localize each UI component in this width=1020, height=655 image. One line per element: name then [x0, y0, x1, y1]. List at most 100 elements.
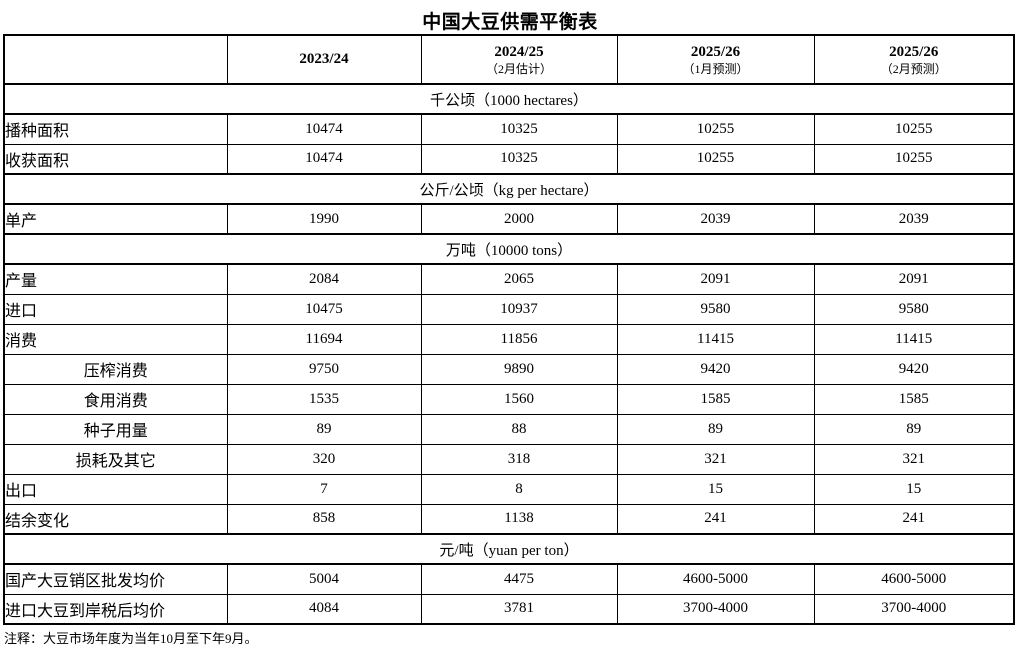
column-header: 2025/26 （1月预测）	[616, 34, 815, 85]
cell-value: 321	[813, 443, 1015, 475]
row-label: 损耗及其它	[3, 443, 228, 475]
table-row: 产量 2084 2065 2091 2091	[3, 263, 1015, 295]
row-label: 播种面积	[3, 113, 228, 145]
table-row: 种子用量 89 88 89 89	[3, 413, 1015, 445]
cell-value: 10474	[226, 113, 422, 145]
column-subtitle: （2月估计）	[485, 61, 552, 76]
row-label: 种子用量	[3, 413, 228, 445]
cell-value: 10255	[813, 143, 1015, 175]
column-year: 2023/24	[299, 51, 349, 67]
row-label: 产量	[3, 263, 228, 295]
table-row: 播种面积 10474 10325 10255 10255	[3, 113, 1015, 145]
cell-value: 15	[813, 473, 1015, 505]
cell-value: 858	[226, 503, 422, 535]
cell-value: 9420	[813, 353, 1015, 385]
cell-value: 1535	[226, 383, 422, 415]
row-label: 单产	[3, 203, 228, 235]
cell-value: 2039	[813, 203, 1015, 235]
cell-value: 3700-4000	[813, 593, 1015, 625]
balance-table: 2023/24 2024/25 （2月估计） 2025/26 （1月预测） 2025/26…	[3, 34, 1015, 625]
unit-section-label: 万吨（10000 tons）	[3, 233, 1015, 265]
cell-value: 11856	[420, 323, 618, 355]
row-label: 消费	[3, 323, 228, 355]
table-row: 进口 10475 10937 9580 9580	[3, 293, 1015, 325]
column-subtitle: （2月预测）	[880, 61, 947, 76]
cell-value: 10937	[420, 293, 618, 325]
column-year: 2024/25	[494, 43, 544, 60]
cell-value: 9580	[813, 293, 1015, 325]
cell-value: 1138	[420, 503, 618, 535]
cell-value: 11694	[226, 323, 422, 355]
page-title: 中国大豆供需平衡表	[422, 12, 598, 33]
row-label: 食用消费	[3, 383, 228, 415]
cell-value: 10325	[420, 113, 618, 145]
cell-value: 4475	[420, 563, 618, 595]
cell-value: 4600-5000	[616, 563, 815, 595]
cell-value: 9580	[616, 293, 815, 325]
cell-value: 241	[616, 503, 815, 535]
unit-section-label: 千公顷（1000 hectares）	[3, 83, 1015, 115]
row-label: 压榨消费	[3, 353, 228, 385]
cell-value: 89	[226, 413, 422, 445]
cell-value: 1990	[226, 203, 422, 235]
cell-value: 320	[226, 443, 422, 475]
column-header: 2025/26 （2月预测）	[813, 34, 1015, 85]
unit-section-label: 元/吨（yuan per ton）	[3, 533, 1015, 565]
column-year: 2025/26	[889, 43, 939, 60]
table-row: 单产 1990 2000 2039 2039	[3, 203, 1015, 235]
cell-value: 2091	[616, 263, 815, 295]
cell-value: 10475	[226, 293, 422, 325]
table-row: 食用消费 1535 1560 1585 1585	[3, 383, 1015, 415]
table-row: 进口大豆到岸税后均价 4084 3781 3700-4000 3700-4000	[3, 593, 1015, 625]
cell-value: 11415	[616, 323, 815, 355]
unit-section-row: 公斤/公顷（kg per hectare）	[3, 173, 1015, 205]
cell-value: 7	[226, 473, 422, 505]
cell-value: 10474	[226, 143, 422, 175]
table-row: 收获面积 10474 10325 10255 10255	[3, 143, 1015, 175]
cell-value: 15	[616, 473, 815, 505]
footnote: 注释：大豆市场年度为当年10月至下年9月。	[4, 631, 258, 646]
unit-section-label: 公斤/公顷（kg per hectare）	[3, 173, 1015, 205]
cell-value: 2000	[420, 203, 618, 235]
row-label: 收获面积	[3, 143, 228, 175]
cell-value: 9750	[226, 353, 422, 385]
cell-value: 10255	[616, 143, 815, 175]
cell-value: 8	[420, 473, 618, 505]
cell-value: 3781	[420, 593, 618, 625]
cell-value: 10325	[420, 143, 618, 175]
cell-value: 11415	[813, 323, 1015, 355]
corner-cell	[3, 34, 228, 85]
cell-value: 318	[420, 443, 618, 475]
cell-value: 2091	[813, 263, 1015, 295]
table-row: 消费 11694 11856 11415 11415	[3, 323, 1015, 355]
table-row: 结余变化 858 1138 241 241	[3, 503, 1015, 535]
cell-value: 4084	[226, 593, 422, 625]
cell-value: 3700-4000	[616, 593, 815, 625]
cell-value: 5004	[226, 563, 422, 595]
column-year: 2025/26	[690, 43, 741, 60]
cell-value: 1585	[616, 383, 815, 415]
table-row: 出口 7 8 15 15	[3, 473, 1015, 505]
cell-value: 10255	[813, 113, 1015, 145]
unit-section-row: 元/吨（yuan per ton）	[3, 533, 1015, 565]
cell-value: 10255	[616, 113, 815, 145]
cell-value: 2065	[420, 263, 618, 295]
row-label: 进口大豆到岸税后均价	[3, 593, 228, 625]
row-label: 进口	[3, 293, 228, 325]
cell-value: 1560	[420, 383, 618, 415]
cell-value: 88	[420, 413, 618, 445]
cell-value: 9890	[420, 353, 618, 385]
row-label: 国产大豆销区批发均价	[3, 563, 228, 595]
cell-value: 1585	[813, 383, 1015, 415]
row-label: 出口	[3, 473, 228, 505]
table-row: 损耗及其它 320 318 321 321	[3, 443, 1015, 475]
cell-value: 89	[616, 413, 815, 445]
cell-value: 89	[813, 413, 1015, 445]
table-row: 国产大豆销区批发均价 5004 4475 4600-5000 4600-5000	[3, 563, 1015, 595]
table-header-row: 2023/24 2024/25 （2月估计） 2025/26 （1月预测） 2025/26…	[3, 34, 1015, 85]
cell-value: 321	[616, 443, 815, 475]
column-subtitle: （1月预测）	[682, 61, 749, 76]
table-row: 压榨消费 9750 9890 9420 9420	[3, 353, 1015, 385]
cell-value: 2084	[226, 263, 422, 295]
